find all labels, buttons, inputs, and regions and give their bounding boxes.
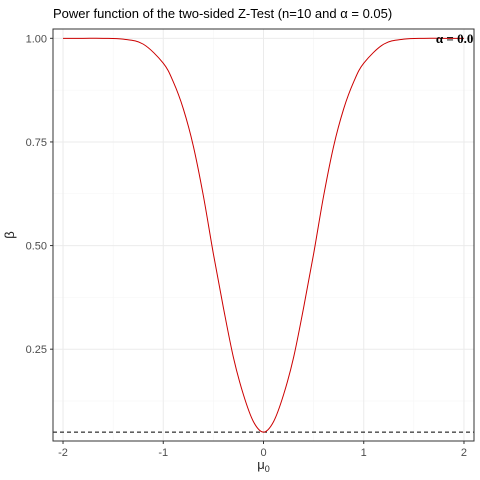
alpha-annotation: α = 0.0 — [436, 31, 473, 46]
x-tick-label: -2 — [58, 447, 68, 459]
chart-title-suffix: = 0.05) — [348, 6, 392, 21]
power-curve-series-0 — [63, 37, 464, 433]
series-layer — [63, 37, 464, 433]
x-axis-label: μ0 — [257, 457, 270, 474]
y-tick-label: 0.25 — [26, 344, 47, 356]
y-tick-label: 0.50 — [26, 241, 47, 253]
x-axis-label-main: μ — [257, 457, 265, 472]
x-tick-label: 2 — [461, 447, 467, 459]
x-tick-label: 1 — [361, 447, 367, 459]
x-axis-label-subscript: 0 — [265, 464, 270, 474]
y-tick-label: 1.00 — [26, 33, 47, 45]
y-axis-label: β — [2, 231, 17, 238]
chart-title-alpha: α — [340, 6, 348, 21]
chart-title-prefix: Power function of the two-sided Z-Test (… — [53, 6, 340, 21]
annotation-layer: α = 0.0 — [436, 31, 473, 46]
grid-layer — [53, 29, 474, 441]
x-tick-label: -1 — [158, 447, 168, 459]
y-axis-ticks: 0.25 0.50 0.75 1.00 — [26, 33, 53, 356]
x-tick-label: 0 — [260, 447, 266, 459]
chart-title: Power function of the two-sided Z-Test (… — [53, 6, 392, 21]
y-tick-label: 0.75 — [26, 137, 47, 149]
x-axis-ticks: -2 -1 0 1 2 — [58, 441, 467, 459]
